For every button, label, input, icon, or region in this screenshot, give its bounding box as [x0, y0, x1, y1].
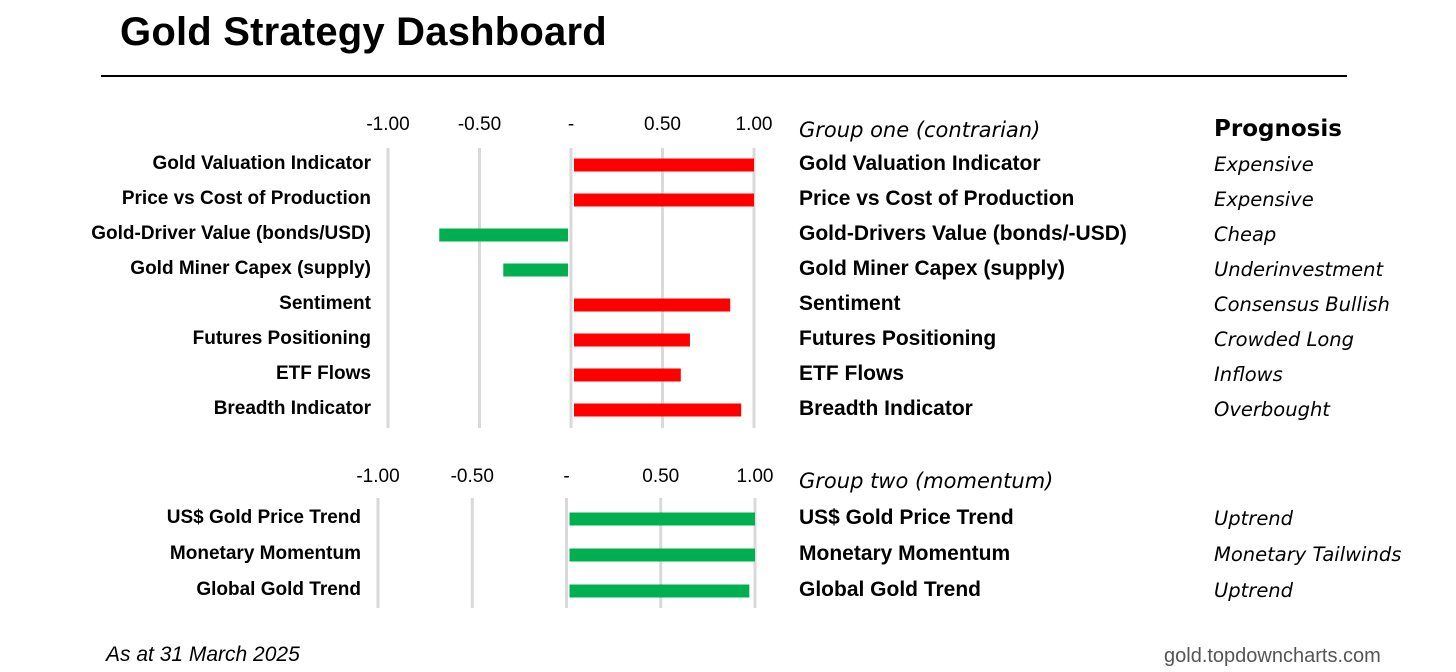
- prognosis-value: Inflows: [1214, 363, 1283, 386]
- bar: [503, 263, 568, 277]
- indicator-name: Global Gold Trend: [799, 578, 982, 601]
- category-label: Gold Miner Capex (supply): [130, 258, 371, 279]
- x-tick-label: -: [563, 466, 570, 487]
- prognosis-header: Prognosis: [1214, 116, 1342, 142]
- source-credit: gold.topdowncharts.com: [1164, 645, 1381, 667]
- bar: [569, 512, 755, 526]
- x-tick-label: -: [567, 114, 575, 135]
- category-label: Gold-Driver Value (bonds/USD): [91, 223, 371, 244]
- prognosis-value: Consensus Bullish: [1214, 293, 1390, 316]
- title-divider: [101, 75, 1347, 77]
- dashboard-title: Gold Strategy Dashboard: [120, 10, 607, 54]
- x-tick-label: -0.50: [457, 114, 502, 135]
- bar: [574, 368, 681, 382]
- prognosis-value: Cheap: [1214, 223, 1277, 246]
- category-label: Gold Valuation Indicator: [152, 153, 371, 174]
- group-title: Group two (momentum): [799, 469, 1054, 493]
- category-label: Breadth Indicator: [213, 398, 371, 419]
- indicator-name: Price vs Cost of Production: [799, 187, 1075, 210]
- bar: [569, 548, 755, 562]
- indicator-name: Gold Valuation Indicator: [799, 152, 1041, 175]
- indicator-name: Gold Miner Capex (supply): [799, 257, 1066, 280]
- bar: [574, 298, 731, 312]
- category-label: Futures Positioning: [192, 328, 371, 349]
- indicator-name: Futures Positioning: [799, 327, 997, 350]
- x-tick-label: 1.00: [736, 466, 774, 487]
- category-label: ETF Flows: [276, 363, 371, 384]
- prognosis-value: Expensive: [1214, 153, 1314, 176]
- category-label: Price vs Cost of Production: [121, 188, 371, 209]
- prognosis-value: Uptrend: [1214, 507, 1294, 530]
- x-tick-label: -1.00: [356, 466, 400, 487]
- indicator-name: Breadth Indicator: [799, 397, 973, 420]
- prognosis-value: Expensive: [1214, 188, 1314, 211]
- x-tick-label: 0.50: [642, 466, 680, 487]
- x-tick-label: 1.00: [735, 114, 773, 135]
- prognosis-value: Monetary Tailwinds: [1214, 543, 1402, 566]
- indicator-name: US$ Gold Price Trend: [799, 506, 1014, 529]
- category-label: US$ Gold Price Trend: [166, 507, 361, 528]
- prognosis-value: Underinvestment: [1214, 258, 1384, 281]
- prognosis-value: Uptrend: [1214, 579, 1294, 602]
- bar: [574, 158, 754, 172]
- indicator-name: ETF Flows: [799, 362, 904, 385]
- as-at-date: As at 31 March 2025: [106, 643, 300, 666]
- x-tick-label: -1.00: [366, 114, 410, 135]
- bar: [569, 584, 750, 598]
- indicator-name: Sentiment: [799, 292, 901, 315]
- bar: [574, 193, 754, 207]
- group-title: Group one (contrarian): [799, 118, 1041, 142]
- category-label: Global Gold Trend: [196, 579, 361, 600]
- prognosis-value: Overbought: [1214, 398, 1330, 421]
- indicator-name: Gold-Drivers Value (bonds/-USD): [799, 222, 1127, 245]
- indicator-name: Monetary Momentum: [799, 542, 1011, 565]
- category-label: Monetary Momentum: [169, 543, 361, 564]
- bar: [574, 333, 690, 347]
- x-tick-label: 0.50: [644, 114, 681, 135]
- category-label: Sentiment: [279, 293, 371, 314]
- bar: [439, 228, 568, 242]
- x-tick-label: -0.50: [450, 466, 494, 487]
- prognosis-value: Crowded Long: [1214, 328, 1354, 351]
- bar: [574, 403, 742, 417]
